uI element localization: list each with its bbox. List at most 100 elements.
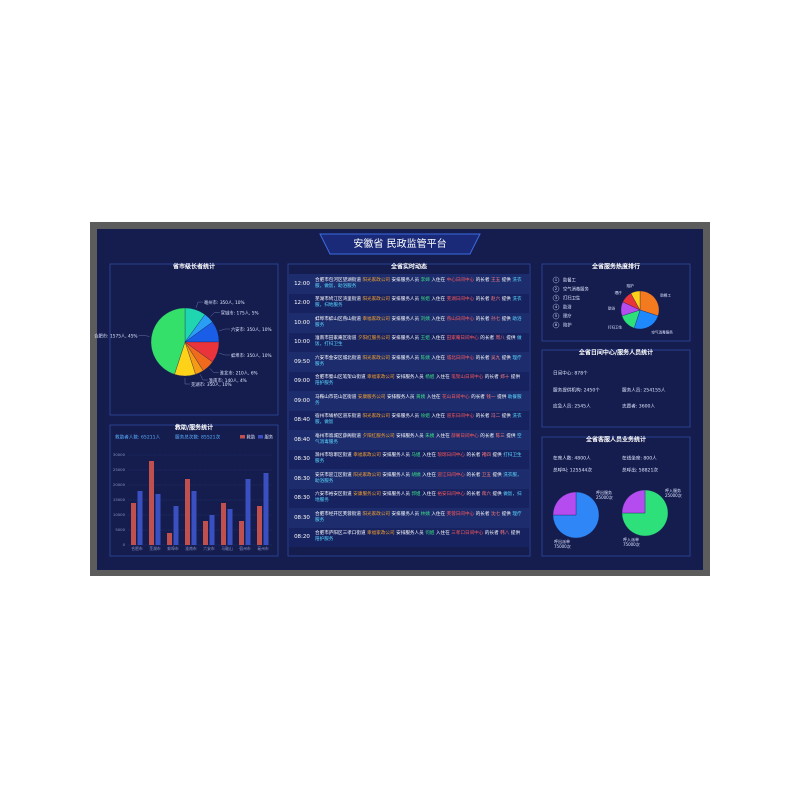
feed-part: 洗衣服，做饭 <box>315 414 522 426</box>
feed-part: 提供 <box>492 453 502 459</box>
feed-text: 合肥市经开区芙蓉街道 阳光家政公司 安排服务人员 林姨 入住在 芙蓉日间中心 的长者 沈七 提供… <box>315 512 529 524</box>
feed-part: 花山日间中心 <box>442 394 470 400</box>
feed-part: 入住在 <box>435 375 450 381</box>
feed-part: 笔架山日间中心 <box>451 375 484 381</box>
feed-row: 08:30 滁州市琅琊区街道 幸福家政公司 安排服务人员 马姐 入住在 琅琊日间中心 的长者褚… <box>289 449 529 469</box>
feed-part: 的长者 <box>484 375 499 381</box>
feed-text: 安庆市迎江区街道 阳光家政公司 安排服务人员 胡姨 入住在 迎江日间中心 的长者 卫五 提供 洗衣… <box>315 473 529 485</box>
feed-part: 做饭，扫地服务 <box>315 492 522 504</box>
pie-label-category: 淮南市: <box>209 377 223 384</box>
pie-label: 呼出派单 <box>554 538 570 544</box>
feed-part: 提供 <box>501 511 511 517</box>
feed-text: 淮南市田家庵区街道 夕阳红服务公司 安排服务人员 王姐 入住在 田家庵日间中心 的长者 周八提… <box>315 336 529 348</box>
feed-part: 薛阁日间中心 <box>451 433 479 439</box>
feed-part: 王姐 <box>420 336 430 342</box>
feed-part: 芙蓉日间中心 <box>446 511 475 517</box>
summary-stat: 服务总次数: 85521次 <box>175 434 221 441</box>
feed-part: 吴九 <box>490 355 501 361</box>
feed-time: 09:50 <box>294 358 310 365</box>
feed-part: 提供 <box>506 336 516 342</box>
feed-part: 的长者 <box>475 297 490 303</box>
feed-part: 洗衣服，扫地服务 <box>315 297 522 309</box>
feed-part: 滁州市琅琊区街道 <box>315 453 352 459</box>
feed-part: 的长者 <box>475 414 490 420</box>
leader-line <box>200 374 208 381</box>
feed-part: 杨姐 <box>425 375 435 381</box>
feed-part: 洗衣服，助浴服务 <box>315 472 522 484</box>
feed-part: 理疗服务 <box>315 355 522 367</box>
feed-part: 安排服务人员 <box>391 277 420 283</box>
leader-line <box>219 328 230 332</box>
pie-label: 呼入服务 <box>665 487 681 493</box>
feed-part: 黄姨 <box>416 394 426 400</box>
pie-label-value: 350人, 10% <box>247 352 272 358</box>
feed-row: 08:30 合肥市经开区芙蓉街道 阳光家政公司 安排服务人员 林姨 入住在 芙蓉日间中心 的长… <box>289 508 529 528</box>
feed-time: 09:00 <box>294 378 310 385</box>
stat-item: 服务提供机构: 2450个 <box>553 387 600 394</box>
y-tick-label: 15000 <box>113 497 126 502</box>
pie-label: 打扫卫生 <box>608 325 623 330</box>
feed-part: 做饭，打扫卫生 <box>315 336 522 348</box>
stat-item: 志愿者: 3600人 <box>622 403 655 410</box>
feed-part: 中心日间中心 <box>446 277 475 283</box>
feed-part: 提供 <box>501 414 511 420</box>
pie-label-category: 六安市: <box>231 326 245 333</box>
pie-label: 陪护 <box>627 283 635 288</box>
x-tick-label: 六安市 <box>203 546 215 551</box>
feed-part: 合肥市蜀山区笔架山街道 <box>315 375 366 381</box>
feed-part: 周八 <box>495 336 505 342</box>
pie-label-category: 芜湖市: <box>191 381 205 388</box>
feed-part: 幸福家政公司 <box>353 453 381 459</box>
pie-label-value: 350人, 10% <box>247 327 272 333</box>
bar <box>245 479 251 545</box>
feed-row: 08:20 合肥市庐阳区三孝口街道 幸福家政公司 安排服务人员 何姐 入住在 三孝口日间中心… <box>289 527 529 547</box>
leader-line <box>195 301 203 308</box>
feed-part: 六安市裕安区街道 <box>315 492 352 498</box>
pie-label: 淮南市: 140人, 4% <box>209 377 247 384</box>
feed-part: 的长者 <box>484 531 499 537</box>
rank-number: 3 <box>555 295 558 300</box>
feed-part: 淮南市田家庵区街道 <box>315 336 357 342</box>
feed-text: 六安市金安区城北街道 阳光家政公司 安排服务人员 陈姨 入住在 城北日间中心 的长者 吴九 提供… <box>315 356 529 368</box>
stat-item: 在线坐席: 800人 <box>622 455 657 462</box>
pie-slice <box>630 290 641 311</box>
feed-part: 入住在 <box>426 394 441 400</box>
rank-label: 理疗 <box>563 313 572 320</box>
pie-label-category: 宣城市: <box>221 309 235 316</box>
rank-number: 6 <box>555 322 558 327</box>
pie-label: 淮北市: 210人, 6% <box>220 369 258 376</box>
feed-part: 安庆市迎江区街道 <box>315 472 352 478</box>
pie-label: 六安市: 350人, 10% <box>231 326 272 333</box>
pie-label: 合肥市: 1575人, 45% <box>94 332 137 339</box>
feed-part: 城北日间中心 <box>446 355 475 361</box>
feed-part: 入住在 <box>431 297 446 303</box>
bar <box>257 506 262 545</box>
feed-part: 合肥市经开区芙蓉街道 <box>315 511 361 517</box>
feed-part: 安排服务人员 <box>391 355 420 361</box>
feed-part: 提供 <box>501 355 511 361</box>
bar <box>167 533 172 545</box>
feed-part: 阳光家政公司 <box>362 297 391 303</box>
pie-slice <box>633 309 659 330</box>
feed-part: 阳光家政公司 <box>362 414 391 420</box>
bar <box>149 461 154 545</box>
feed-part: 的长者 <box>475 355 490 361</box>
feed-part: 提供 <box>510 375 521 381</box>
panel-title: 全省日间中心/服务人员统计 <box>578 349 653 357</box>
feed-part: 冯二 <box>490 414 501 420</box>
feed-part: 安排服务人员 <box>391 297 420 303</box>
pie-label: 助浴 <box>608 305 616 310</box>
feed-part: 蚌埠市蚌山区燕山街道 <box>315 316 361 322</box>
panel-title: 救助/服务统计 <box>175 424 213 432</box>
feed-part: 夕阳红服务公司 <box>362 433 395 439</box>
feed-part: 郭姐 <box>411 492 421 498</box>
feed-part: 安排服务人员 <box>386 394 415 400</box>
feed-part: 入住在 <box>431 414 446 420</box>
feed-part: 三孝口日间中心 <box>451 531 484 537</box>
feed-text: 合肥市蜀山区笔架山街道 幸福家政公司 安排服务人员 杨姐 入住在 笔架山日间中心 的长者 郑十… <box>315 375 529 387</box>
feed-part: 六安市金安区城北街道 <box>315 355 361 361</box>
feed-part: 阳光家政公司 <box>362 511 391 517</box>
feed-part: 孙七 <box>490 316 501 322</box>
feed-part: 蒋六 <box>481 492 491 498</box>
